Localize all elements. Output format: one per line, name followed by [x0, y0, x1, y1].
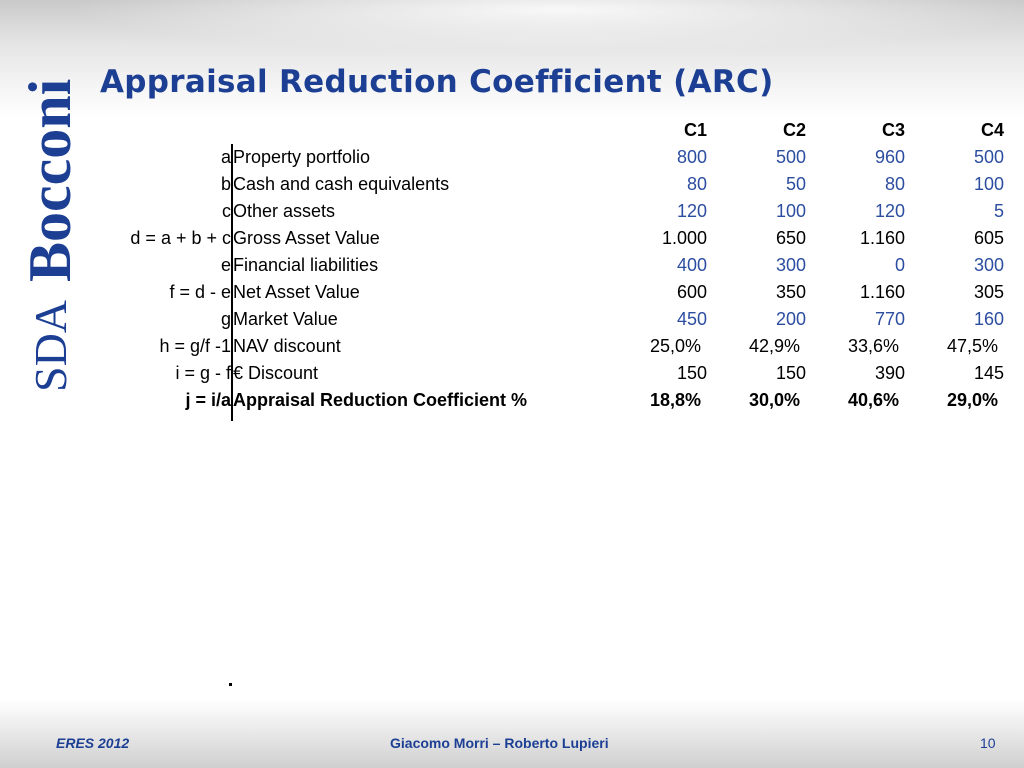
value-c1: 400 [676, 255, 707, 275]
value-c1: 800 [676, 147, 707, 167]
row-label: NAV discount [233, 336, 341, 356]
label-header [232, 117, 604, 144]
value-c3: 120 [874, 201, 905, 221]
row-formula: g [96, 306, 233, 333]
row-label: Gross Asset Value [233, 228, 380, 248]
stray-mark [229, 683, 232, 686]
value-c1: 1.000 [661, 228, 707, 248]
row-label: Cash and cash equivalents [233, 174, 450, 194]
value-c3: 390 [874, 363, 905, 383]
column-header-c4: C4 [980, 120, 1004, 140]
value-c2: 300 [775, 255, 806, 275]
value-c3: 1.160 [859, 282, 905, 302]
value-c2: 500 [775, 147, 806, 167]
value-c3: 0 [894, 255, 905, 275]
value-c3: 1.160 [859, 228, 905, 248]
row-formula: i = g - f [96, 360, 233, 387]
table-row: c Other assets 120 100 120 5 [96, 198, 1004, 225]
row-formula: d = a + b + c [96, 225, 233, 252]
row-label: Market Value [233, 309, 338, 329]
sda-bocconi-logo: SDA Bocconi [14, 40, 84, 400]
value-c2: 42,9% [748, 336, 800, 356]
arc-table: C1 C2 C3 C4 a Property portfolio 800 500… [96, 117, 1004, 441]
row-label: Other assets [233, 201, 336, 221]
table-row: b Cash and cash equivalents 80 50 80 100 [96, 171, 1004, 198]
row-label: Financial liabilities [233, 255, 379, 275]
value-c1: 120 [676, 201, 707, 221]
row-formula: e [96, 252, 233, 279]
row-label: Appraisal Reduction Coefficient % [233, 390, 528, 410]
value-c4: 5 [993, 201, 1004, 221]
svg-text:SDA: SDA [25, 300, 76, 392]
white-overlay-panel [100, 421, 988, 639]
value-c4: 305 [973, 282, 1004, 302]
value-c1: 25,0% [649, 336, 701, 356]
footer-authors: Giacomo Morri – Roberto Lupieri [390, 735, 609, 751]
table-row: f = d - e Net Asset Value 600 350 1.160 … [96, 279, 1004, 306]
page-number: 10 [980, 735, 996, 751]
value-c1: 80 [686, 174, 707, 194]
value-c1: 450 [676, 309, 707, 329]
value-c2: 30,0% [748, 390, 800, 410]
value-c2: 350 [775, 282, 806, 302]
table-row: a Property portfolio 800 500 960 500 [96, 144, 1004, 171]
footer-band [0, 700, 1024, 768]
value-c1: 600 [676, 282, 707, 302]
value-c2: 200 [775, 309, 806, 329]
column-header-c3: C3 [881, 120, 905, 140]
value-c4: 160 [973, 309, 1004, 329]
table-row: i = g - f € Discount 150 150 390 145 [96, 360, 1004, 387]
footer-event: ERES 2012 [56, 735, 130, 751]
column-header-c2: C2 [782, 120, 806, 140]
table-row: h = g/f -1 NAV discount 25,0% 42,9% 33,6… [96, 333, 1004, 360]
value-c2: 150 [775, 363, 806, 383]
value-c4: 29,0% [946, 390, 998, 410]
row-label: Net Asset Value [233, 282, 360, 302]
value-c2: 100 [775, 201, 806, 221]
row-formula: a [96, 144, 233, 171]
value-c4: 605 [973, 228, 1004, 248]
row-formula: f = d - e [96, 279, 233, 306]
table-row: d = a + b + c Gross Asset Value 1.000 65… [96, 225, 1004, 252]
row-formula: h = g/f -1 [96, 333, 233, 360]
table-row: e Financial liabilities 400 300 0 300 [96, 252, 1004, 279]
value-c4: 300 [973, 255, 1004, 275]
row-formula: c [96, 198, 233, 225]
value-c3: 80 [884, 174, 905, 194]
value-c3: 40,6% [847, 390, 899, 410]
row-formula: j = i/a [96, 387, 233, 414]
value-c3: 960 [874, 147, 905, 167]
table-header-row: C1 C2 C3 C4 [96, 117, 1004, 144]
value-c3: 33,6% [847, 336, 899, 356]
row-label: Property portfolio [233, 147, 371, 167]
header-band [0, 0, 1024, 120]
row-formula: b [96, 171, 233, 198]
value-c1: 150 [676, 363, 707, 383]
value-c4: 145 [973, 363, 1004, 383]
value-c4: 47,5% [946, 336, 998, 356]
value-c4: 500 [973, 147, 1004, 167]
value-c4: 100 [973, 174, 1004, 194]
table-row: g Market Value 450 200 770 160 [96, 306, 1004, 333]
table-row-total: j = i/a Appraisal Reduction Coefficient … [96, 387, 1004, 414]
value-c1: 18,8% [649, 390, 701, 410]
value-c3: 770 [874, 309, 905, 329]
row-label: € Discount [233, 363, 319, 383]
white-overlay-strip [232, 636, 988, 690]
value-c2: 50 [785, 174, 806, 194]
value-c2: 650 [775, 228, 806, 248]
column-header-c1: C1 [683, 120, 707, 140]
slide-title: Appraisal Reduction Coefficient (ARC) [100, 64, 774, 100]
formula-header [96, 117, 232, 144]
svg-text:Bocconi: Bocconi [17, 79, 83, 282]
